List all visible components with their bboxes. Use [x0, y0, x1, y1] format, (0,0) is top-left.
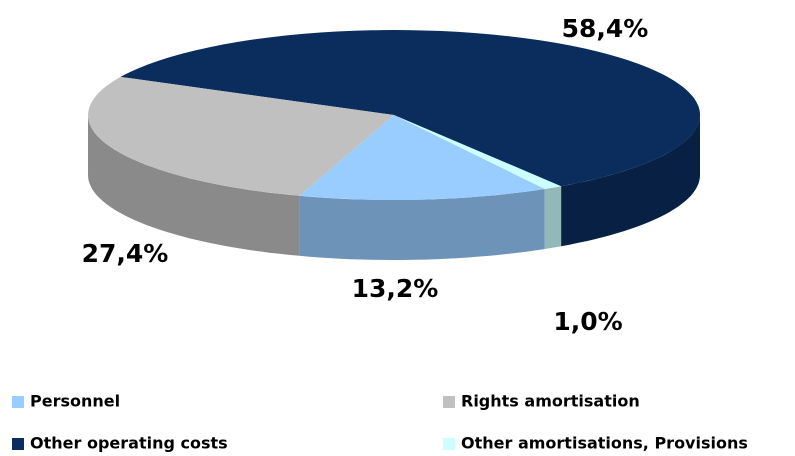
legend-label: Other amortisations, Provisions	[461, 434, 748, 453]
pie-wall-shade	[544, 186, 562, 249]
pie-wall-shade	[299, 189, 545, 260]
pie-slice	[394, 115, 562, 189]
legend-label: Rights amortisation	[461, 392, 640, 411]
data-label: 58,4%	[562, 14, 649, 43]
legend-swatch	[443, 438, 455, 450]
data-label: 27,4%	[82, 239, 169, 268]
legend-label: Other operating costs	[30, 434, 228, 453]
pie-slice	[88, 76, 394, 196]
pie-wall-shade	[88, 115, 300, 256]
legend-swatch	[12, 438, 24, 450]
pie-tops	[88, 30, 701, 200]
legend-swatch	[12, 396, 24, 408]
pie-slice	[299, 115, 545, 200]
pie-wall	[544, 186, 562, 249]
pie-slice	[120, 30, 701, 187]
legend-swatch	[443, 396, 455, 408]
pie-walls	[88, 115, 700, 260]
data-labels: 13,2% 1,0% 58,4% 27,4%	[82, 14, 649, 336]
pie-wall-shade	[561, 115, 700, 247]
legend-label: Personnel	[30, 392, 120, 411]
data-label: 13,2%	[352, 274, 439, 303]
legend: Personnel Rights amortisation Other operat…	[12, 392, 748, 453]
pie-wall	[561, 115, 700, 247]
data-label: 1,0%	[553, 307, 622, 336]
pie-wall	[299, 189, 545, 260]
pie-wall	[88, 115, 300, 256]
